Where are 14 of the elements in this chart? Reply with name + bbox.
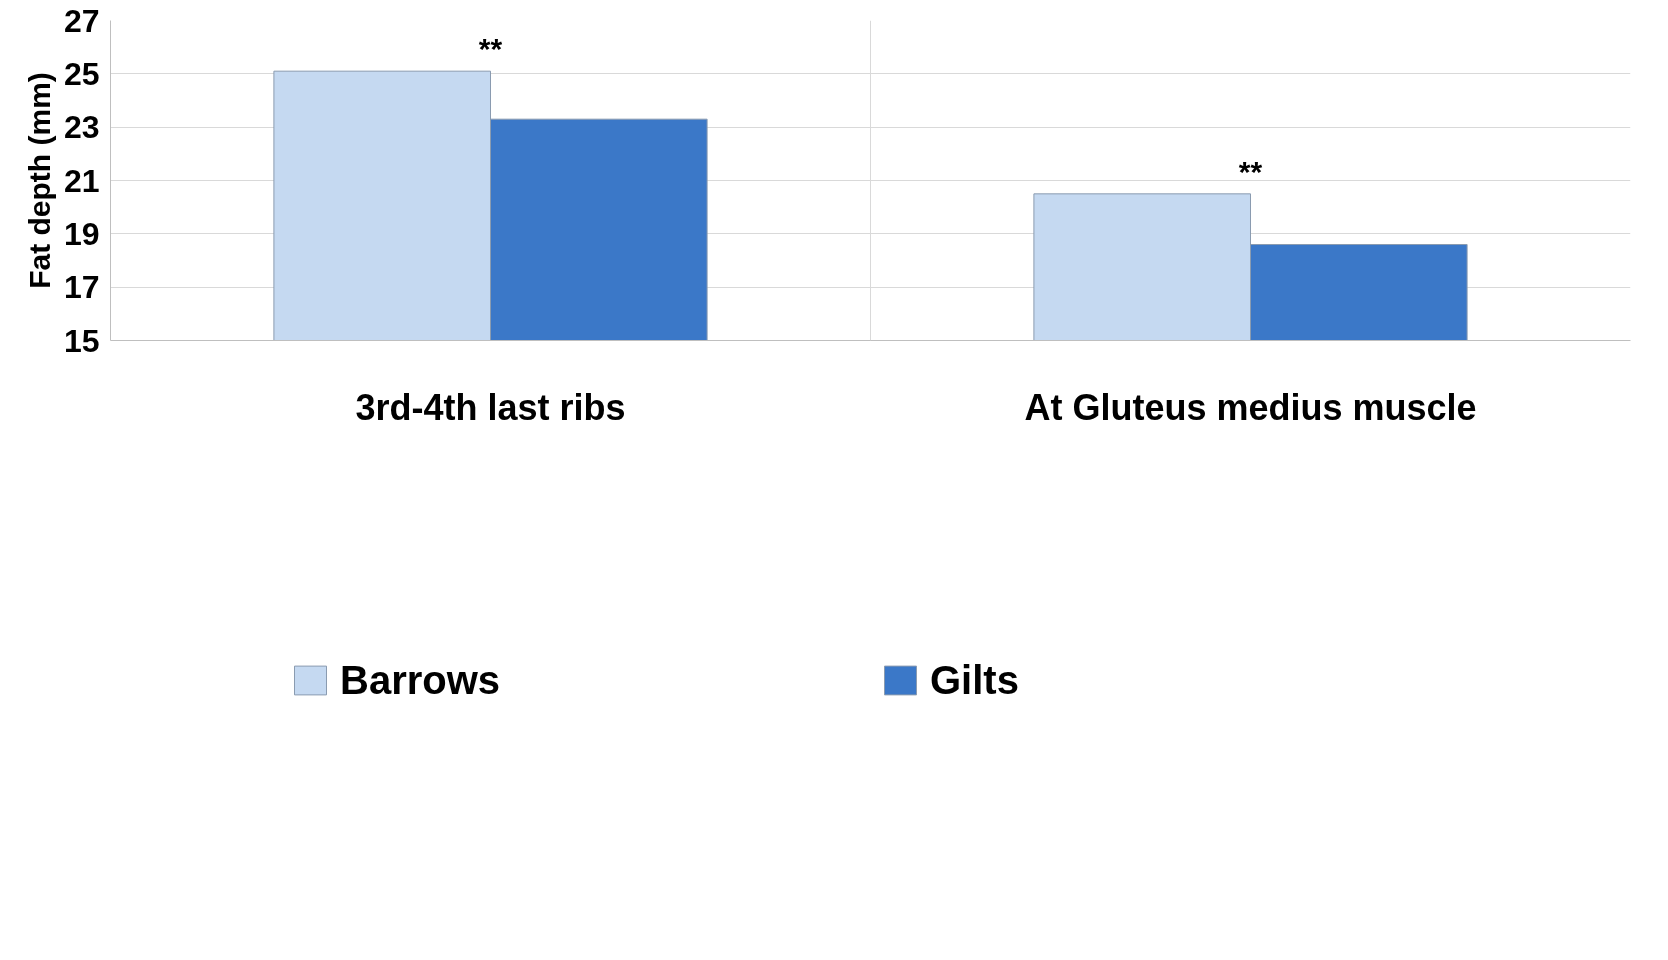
- x-tick-label: At Gluteus medius muscle: [1024, 386, 1477, 428]
- y-tick-label: 23: [63, 109, 100, 146]
- y-tick-label: 15: [63, 322, 100, 359]
- annotation: **: [1238, 154, 1263, 188]
- y-tick-label: 21: [63, 162, 100, 199]
- annotation: **: [478, 32, 503, 66]
- y-tick-label: 25: [63, 55, 100, 92]
- y-tick-label: 27: [63, 2, 100, 39]
- y-axis-title: Fat depth (mm): [22, 72, 56, 289]
- x-tick-label: 3rd-4th last ribs: [355, 386, 626, 428]
- legend-label: Barrows: [340, 657, 502, 703]
- y-tick-label: 17: [63, 269, 100, 306]
- legend-label: Gilts: [930, 657, 1020, 703]
- y-tick-label: 19: [63, 215, 100, 252]
